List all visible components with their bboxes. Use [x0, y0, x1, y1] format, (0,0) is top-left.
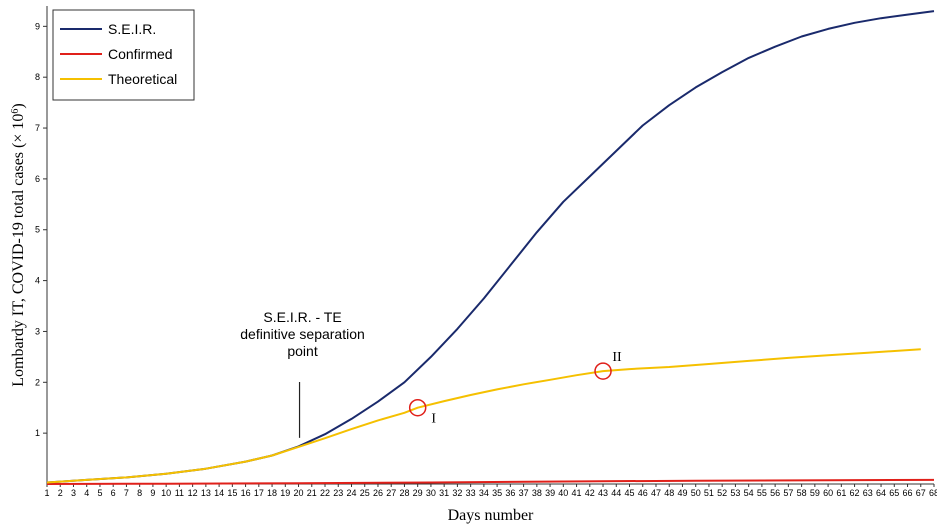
- x-tick-label: 6: [111, 488, 116, 498]
- y-tick-label: 3: [35, 326, 40, 336]
- x-tick-label: 49: [677, 488, 687, 498]
- y-axis-title-exponent: 6: [10, 109, 21, 114]
- x-tick-label: 45: [624, 488, 634, 498]
- x-tick-label: 22: [320, 488, 330, 498]
- x-tick-label: 43: [598, 488, 608, 498]
- series-line-theoretical: [46, 348, 921, 484]
- x-tick-label: 20: [294, 488, 304, 498]
- x-tick-label: 54: [744, 488, 754, 498]
- marker-label: I: [431, 412, 436, 427]
- x-tick-label: 12: [188, 488, 198, 498]
- annotation-text: point: [287, 343, 317, 359]
- x-tick-label: 59: [810, 488, 820, 498]
- x-tick-label: 30: [426, 488, 436, 498]
- x-tick-label: 52: [717, 488, 727, 498]
- x-tick-label: 24: [346, 488, 356, 498]
- x-tick-label: 63: [863, 488, 873, 498]
- x-tick-label: 40: [558, 488, 568, 498]
- x-tick-label: 16: [241, 488, 251, 498]
- x-tick-label: 55: [757, 488, 767, 498]
- x-tick-label: 50: [691, 488, 701, 498]
- x-tick-label: 37: [519, 488, 529, 498]
- x-tick-label: 53: [730, 488, 740, 498]
- y-tick-label: 6: [35, 174, 40, 184]
- x-tick-label: 17: [254, 488, 264, 498]
- y-tick-label: 4: [35, 276, 40, 286]
- marker-label: II: [612, 350, 622, 365]
- x-tick-label: 62: [850, 488, 860, 498]
- x-tick-label: 68: [929, 488, 937, 498]
- x-tick-label: 3: [71, 488, 76, 498]
- x-tick-label: 67: [916, 488, 926, 498]
- x-tick-label: 31: [439, 488, 449, 498]
- x-tick-label: 34: [479, 488, 489, 498]
- x-tick-label: 51: [704, 488, 714, 498]
- series-layer: [46, 10, 935, 485]
- y-axis-title-main: Lombardy IT, COVID-19 total cases (× 10: [10, 114, 27, 387]
- x-tick-label: 66: [903, 488, 913, 498]
- x-tick-label: 19: [280, 488, 290, 498]
- x-tick-label: 32: [452, 488, 462, 498]
- x-tick-label: 1: [44, 488, 49, 498]
- x-tick-label: 44: [611, 488, 621, 498]
- x-tick-label: 56: [770, 488, 780, 498]
- y-tick-label: 2: [35, 377, 40, 387]
- x-tick-label: 18: [267, 488, 277, 498]
- legend: S.E.I.R. Confirmed Theoretical: [52, 9, 195, 101]
- x-tick-label: 4: [84, 488, 89, 498]
- legend-label: Confirmed: [108, 46, 173, 62]
- x-tick-label: 42: [585, 488, 595, 498]
- y-axis-title: Lombardy IT, COVID-19 total cases (× 106…: [10, 103, 28, 386]
- x-tick-label: 25: [360, 488, 370, 498]
- x-tick-label: 23: [333, 488, 343, 498]
- x-tick-label: 41: [572, 488, 582, 498]
- x-tick-label: 39: [545, 488, 555, 498]
- x-tick-label: 2: [58, 488, 63, 498]
- annotation-text: S.E.I.R. - TE: [263, 309, 341, 325]
- x-tick-label: 35: [492, 488, 502, 498]
- x-tick-label: 26: [373, 488, 383, 498]
- series-line-confirmed: [46, 478, 935, 485]
- y-tick-label: 5: [35, 225, 40, 235]
- x-tick-label: 33: [466, 488, 476, 498]
- x-tick-label: 61: [836, 488, 846, 498]
- x-tick-label: 21: [307, 488, 317, 498]
- x-tick-label: 13: [201, 488, 211, 498]
- x-tick-label: 8: [137, 488, 142, 498]
- x-tick-label: 27: [386, 488, 396, 498]
- y-axis-title-close: ): [10, 103, 27, 108]
- y-tick-label: 8: [35, 72, 40, 82]
- x-tick-label: 5: [97, 488, 102, 498]
- x-tick-label: 28: [399, 488, 409, 498]
- x-tick-label: 14: [214, 488, 224, 498]
- x-tick-label: 57: [783, 488, 793, 498]
- y-tick-label: 9: [35, 21, 40, 31]
- x-tick-label: 48: [664, 488, 674, 498]
- x-tick-label: 7: [124, 488, 129, 498]
- y-tick-label: 7: [35, 123, 40, 133]
- legend-label: S.E.I.R.: [108, 21, 156, 37]
- x-tick-label: 11: [175, 488, 184, 498]
- x-tick-label: 15: [227, 488, 237, 498]
- marker-circle: [408, 398, 427, 417]
- x-tick-label: 46: [638, 488, 648, 498]
- marker-circle: [594, 362, 612, 380]
- x-tick-label: 65: [889, 488, 899, 498]
- x-tick-label: 36: [505, 488, 515, 498]
- x-tick-label: 47: [651, 488, 661, 498]
- x-tick-label: 29: [413, 488, 423, 498]
- y-tick-label: 1: [35, 428, 40, 438]
- x-tick-label: 9: [150, 488, 155, 498]
- x-axis-title: Days number: [448, 507, 534, 524]
- annotation-text: definitive separation: [240, 326, 365, 342]
- x-tick-label: 58: [797, 488, 807, 498]
- x-tick-label: 60: [823, 488, 833, 498]
- legend-label: Theoretical: [108, 71, 177, 87]
- x-tick-label: 64: [876, 488, 886, 498]
- x-tick-label: 38: [532, 488, 542, 498]
- x-tick-label: 10: [161, 488, 171, 498]
